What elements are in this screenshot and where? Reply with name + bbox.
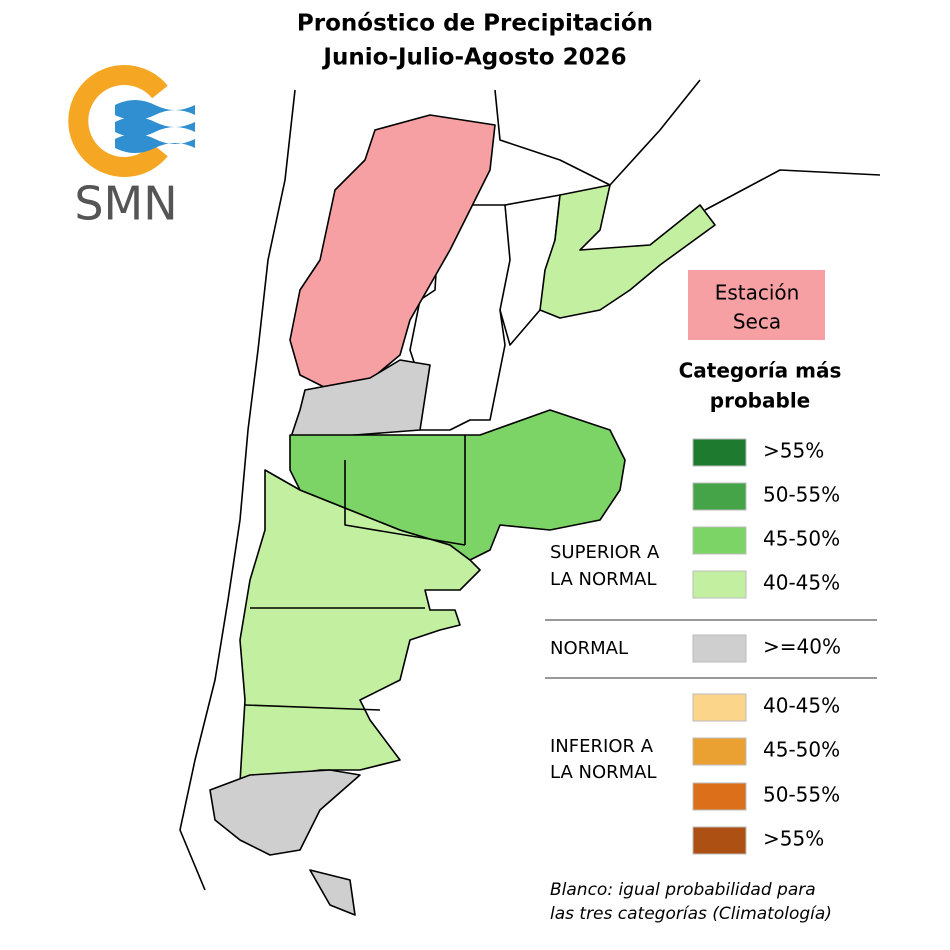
title-line-2: Junio-Julio-Agosto 2026 xyxy=(321,45,626,71)
legend-title-2: probable xyxy=(710,389,810,413)
annotation-line-1: Estación xyxy=(715,281,800,305)
legend-label: >55% xyxy=(763,827,824,851)
logo-text: SMN xyxy=(74,177,177,231)
group-label: SUPERIOR A xyxy=(550,542,660,563)
legend-label: 45-50% xyxy=(763,527,840,551)
legend-label: 50-55% xyxy=(763,483,840,507)
logo: SMN xyxy=(68,65,195,231)
legend-swatch xyxy=(692,826,747,855)
group-label: INFERIOR A xyxy=(550,736,654,757)
legend-swatch xyxy=(692,782,747,811)
group-label: LA NORMAL xyxy=(550,762,657,783)
region-climatology xyxy=(409,204,511,431)
legend-swatch xyxy=(692,526,747,555)
legend-title-1: Categoría más xyxy=(679,359,842,383)
group-label: NORMAL xyxy=(550,638,628,659)
map xyxy=(179,79,881,916)
legend-swatch xyxy=(692,438,747,467)
group-label: LA NORMAL xyxy=(550,569,657,590)
annotation-line-2: Seca xyxy=(733,310,781,334)
legend-label: >55% xyxy=(763,439,824,463)
chile-border xyxy=(179,89,296,891)
legend-swatch xyxy=(692,482,747,511)
note-line-2: las tres categorías (Climatología) xyxy=(550,904,832,924)
legend-swatch xyxy=(692,570,747,599)
legend-label: >=40% xyxy=(763,635,841,659)
legend-swatch xyxy=(692,693,747,722)
legend-label: 50-55% xyxy=(763,783,840,807)
neighbor-border xyxy=(494,79,881,211)
legend-label: 40-45% xyxy=(763,694,840,718)
region-normal xyxy=(289,359,431,441)
region-above-40-45 xyxy=(539,184,716,319)
title-line-1: Pronóstico de Precipitación xyxy=(297,11,653,37)
province-border xyxy=(244,435,466,711)
region-normal xyxy=(209,769,361,856)
legend-swatch xyxy=(692,634,747,663)
annotation-box xyxy=(688,270,825,340)
region-normal xyxy=(309,869,356,916)
legend: Categoría más probable Blanco: igual pro… xyxy=(545,359,877,924)
note-line-1: Blanco: igual probabilidad para xyxy=(550,880,816,900)
legend-label: 45-50% xyxy=(763,738,840,762)
region-above-45-50 xyxy=(289,409,626,561)
legend-label: 40-45% xyxy=(763,571,840,595)
legend-swatch xyxy=(692,737,747,766)
